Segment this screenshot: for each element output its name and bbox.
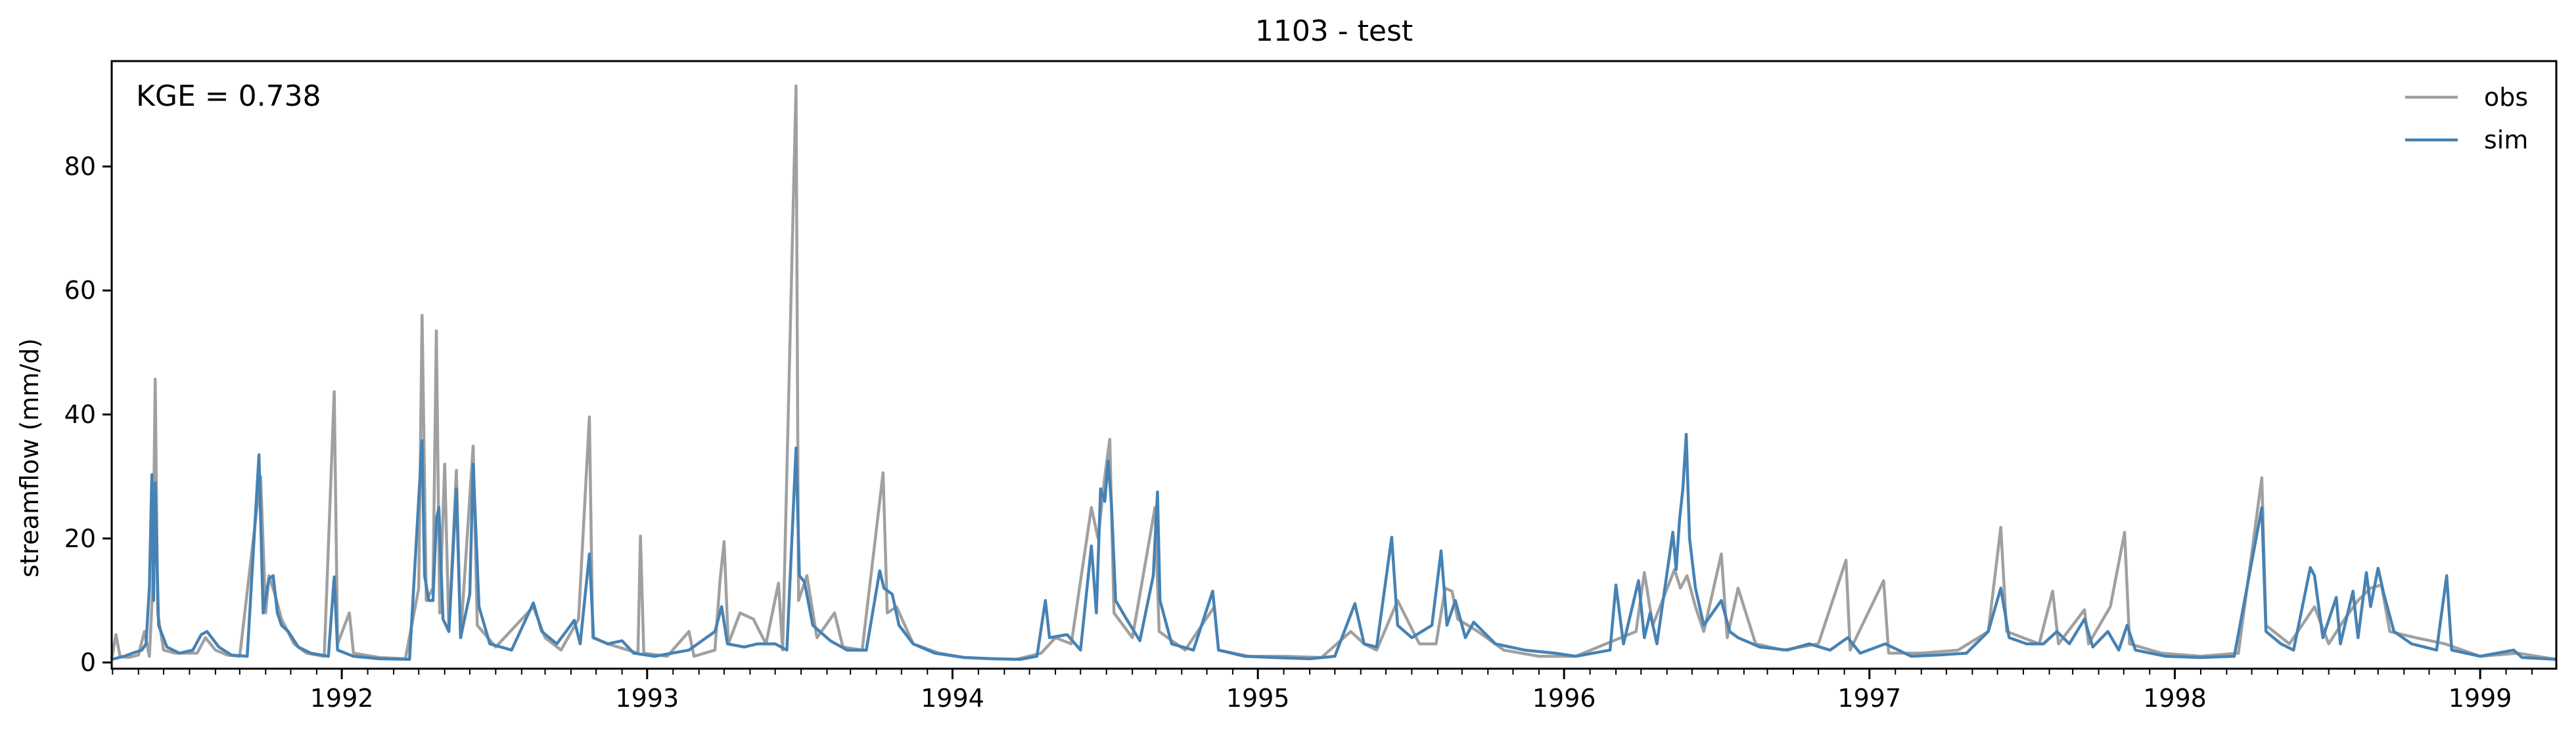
series-line-sim	[111, 432, 2557, 661]
legend-label-obs: obs	[2484, 83, 2528, 112]
x-tick-label: 1997	[1837, 684, 1901, 713]
kge-annotation: KGE = 0.738	[136, 79, 321, 113]
x-tick-label: 1999	[2449, 684, 2512, 713]
y-tick-label: 20	[64, 524, 96, 553]
plot-frame	[110, 60, 2558, 670]
y-tick-label: 80	[64, 152, 96, 181]
x-tick-label: 1996	[1532, 684, 1596, 713]
chart-title: 1103 - test	[1255, 14, 1413, 48]
y-axis-label: streamflow (mm/d)	[15, 338, 44, 577]
x-axis-ticks: 1992 1993 1994 1995 1996 1997 1998 1999	[112, 669, 2533, 713]
y-axis-ticks: 0 20 40 60 80	[64, 152, 112, 677]
y-tick-label: 60	[64, 276, 96, 305]
x-tick-label: 1992	[310, 684, 374, 713]
x-tick-label: 1994	[921, 684, 984, 713]
y-tick-label: 0	[80, 648, 96, 677]
x-tick-label: 1998	[2143, 684, 2207, 713]
x-tick-label: 1995	[1226, 684, 1290, 713]
y-tick-label: 40	[64, 400, 96, 429]
legend-label-sim: sim	[2484, 125, 2528, 154]
x-tick-label: 1993	[615, 684, 679, 713]
legend: obs sim	[2405, 83, 2528, 154]
plot-area	[110, 84, 2557, 661]
